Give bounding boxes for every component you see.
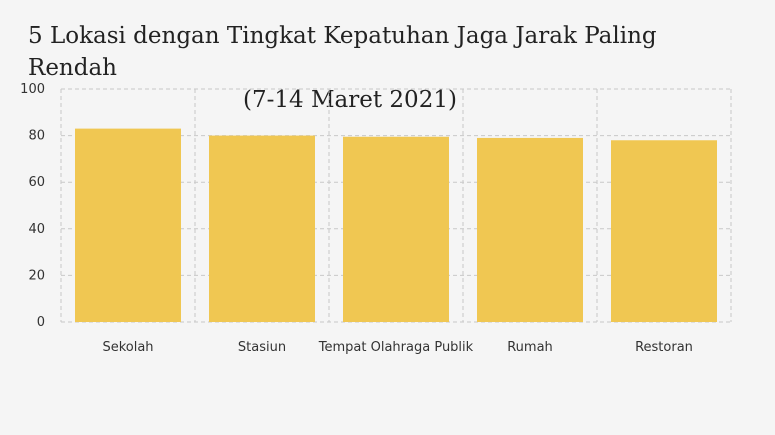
x-tick-label: Tempat Olahraga Publik xyxy=(318,340,474,355)
x-tick-label: Sekolah xyxy=(102,340,153,355)
x-tick-label: Rumah xyxy=(507,340,553,355)
y-tick-label: 60 xyxy=(28,175,45,190)
y-tick-label: 40 xyxy=(28,222,45,237)
y-tick-label: 100 xyxy=(20,82,45,97)
bar xyxy=(209,135,315,322)
chart-title-block: 5 Lokasi dengan Tingkat Kepatuhan Jaga J… xyxy=(0,20,700,116)
y-tick-label: 80 xyxy=(28,129,45,144)
chart-subtitle: (7-14 Maret 2021) xyxy=(243,87,457,113)
bar xyxy=(477,137,583,322)
chart-title: 5 Lokasi dengan Tingkat Kepatuhan Jaga J… xyxy=(28,23,657,81)
y-tick-label: 0 xyxy=(37,315,45,330)
y-tick-label: 20 xyxy=(28,268,45,283)
x-tick-label: Restoran xyxy=(635,340,693,355)
x-tick-label: Stasiun xyxy=(238,340,286,355)
bar xyxy=(343,136,449,322)
bar xyxy=(75,128,181,322)
bar xyxy=(611,140,717,322)
